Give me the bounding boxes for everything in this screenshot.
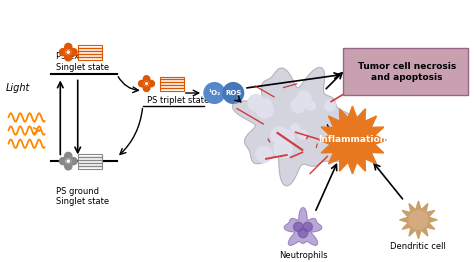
- Circle shape: [223, 83, 244, 103]
- Circle shape: [66, 50, 71, 54]
- Circle shape: [297, 91, 311, 105]
- FancyBboxPatch shape: [78, 45, 102, 60]
- Circle shape: [60, 48, 67, 56]
- Circle shape: [298, 228, 308, 238]
- Text: Inflammation: Inflammation: [319, 135, 386, 144]
- Circle shape: [247, 94, 265, 111]
- Circle shape: [261, 99, 272, 109]
- Circle shape: [60, 157, 67, 165]
- Text: Dendritic cell: Dendritic cell: [391, 242, 447, 251]
- Circle shape: [65, 163, 72, 170]
- Text: ¹O₂: ¹O₂: [208, 90, 220, 96]
- Text: Neutrophils: Neutrophils: [279, 250, 327, 260]
- Circle shape: [291, 98, 306, 113]
- Text: PS ground
Singlet state: PS ground Singlet state: [55, 187, 109, 206]
- Circle shape: [143, 85, 150, 91]
- Text: PS triplet state: PS triplet state: [146, 96, 209, 105]
- Circle shape: [70, 48, 77, 56]
- Circle shape: [303, 222, 312, 232]
- Polygon shape: [319, 106, 386, 174]
- Text: ROS: ROS: [225, 90, 241, 96]
- Polygon shape: [232, 67, 354, 186]
- Circle shape: [293, 222, 303, 232]
- FancyBboxPatch shape: [160, 77, 184, 91]
- Circle shape: [273, 139, 292, 158]
- Circle shape: [255, 146, 272, 163]
- Circle shape: [298, 130, 308, 140]
- Circle shape: [145, 81, 149, 86]
- Text: Light: Light: [6, 83, 30, 93]
- Circle shape: [256, 101, 274, 118]
- Circle shape: [65, 152, 72, 160]
- Polygon shape: [400, 201, 438, 239]
- Circle shape: [324, 100, 336, 111]
- Circle shape: [276, 129, 294, 148]
- Circle shape: [306, 101, 316, 111]
- Circle shape: [138, 80, 145, 87]
- Text: Tumor cell necrosis
and apoptosis: Tumor cell necrosis and apoptosis: [357, 62, 456, 81]
- Text: PS excited
Singlet state: PS excited Singlet state: [55, 52, 109, 72]
- Circle shape: [204, 83, 225, 103]
- Circle shape: [70, 157, 77, 165]
- Circle shape: [66, 159, 71, 163]
- FancyBboxPatch shape: [343, 48, 468, 95]
- Circle shape: [148, 80, 155, 87]
- FancyBboxPatch shape: [78, 154, 102, 169]
- Circle shape: [291, 123, 300, 133]
- Circle shape: [275, 130, 291, 146]
- Circle shape: [143, 76, 150, 82]
- Circle shape: [271, 126, 288, 144]
- Polygon shape: [284, 208, 322, 245]
- Circle shape: [409, 210, 428, 229]
- Circle shape: [65, 54, 72, 61]
- Circle shape: [65, 43, 72, 51]
